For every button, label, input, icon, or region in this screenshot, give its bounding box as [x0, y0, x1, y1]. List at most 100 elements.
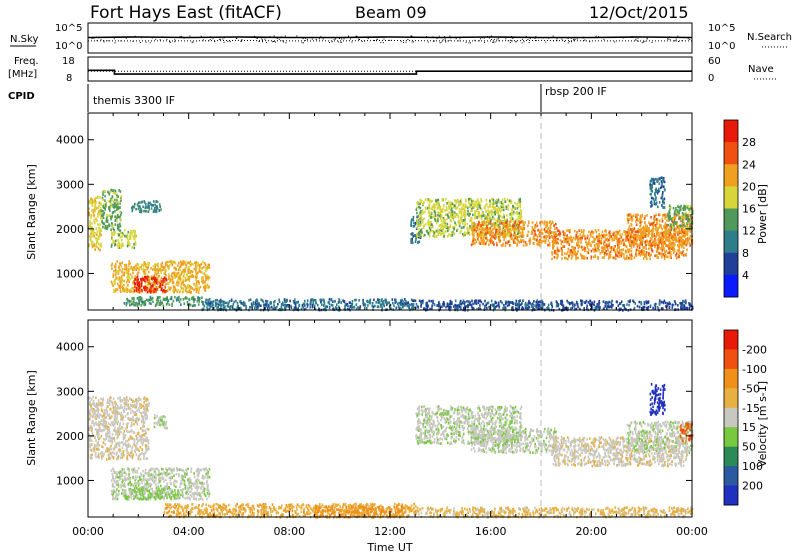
echo-cell — [201, 278, 203, 282]
noise-point — [389, 39, 391, 41]
echo-cell — [661, 182, 663, 185]
echo-cell — [182, 287, 185, 290]
echo-cell — [103, 222, 105, 225]
echo-cell — [123, 264, 126, 267]
echo-cell — [156, 273, 158, 276]
echo-cell — [616, 232, 619, 236]
echo-cell — [522, 224, 524, 227]
echo-cell — [263, 304, 265, 307]
echo-cell — [155, 286, 157, 289]
echo-cell — [603, 240, 606, 244]
echo-cell — [666, 219, 668, 222]
echo-cell — [540, 241, 543, 244]
noise-point — [584, 39, 586, 41]
echo-cell — [499, 230, 501, 234]
echo-cell — [119, 286, 122, 290]
echo-cell — [449, 225, 452, 229]
echo-cell — [186, 297, 188, 300]
echo-cell — [679, 216, 681, 220]
echo-cell — [659, 223, 661, 227]
echo-cell — [468, 202, 471, 206]
echo-cell — [152, 264, 155, 268]
echo-cell — [183, 261, 186, 264]
echo-cell — [490, 209, 492, 213]
echo-cell — [462, 219, 465, 222]
echo-cell — [485, 222, 487, 226]
echo-cell — [649, 223, 651, 227]
echo-cell — [497, 198, 500, 202]
echo-cell — [437, 213, 439, 217]
echo-cell — [590, 235, 592, 238]
echo-cell — [427, 210, 430, 213]
echo-cell — [650, 244, 652, 247]
echo-cell — [639, 217, 642, 220]
echo-cell — [533, 236, 535, 239]
echo-cell — [154, 206, 156, 210]
echo-cell — [591, 230, 593, 233]
echo-cell — [116, 219, 118, 223]
echo-cell — [521, 227, 524, 231]
echo-cell — [147, 283, 149, 287]
echo-cell — [673, 229, 675, 233]
beam-label: Beam 09 — [355, 3, 427, 22]
echo-cell — [416, 215, 418, 219]
echo-cell — [531, 221, 534, 224]
echo-cell — [585, 243, 588, 246]
echo-cell — [88, 207, 90, 210]
echo-cell — [562, 230, 564, 233]
noise-point — [103, 40, 105, 42]
echo-cell — [469, 212, 471, 216]
echo-cell — [642, 230, 644, 233]
echo-cell — [536, 299, 538, 302]
echo-cell — [476, 205, 479, 208]
echo-cell — [672, 242, 675, 245]
echo-cell — [258, 302, 260, 305]
noise-point — [450, 37, 452, 39]
echo-cell — [683, 242, 686, 245]
echo-cell — [677, 233, 679, 236]
echo-cell — [444, 230, 446, 233]
noise-point — [202, 39, 204, 41]
echo-cell — [657, 240, 660, 243]
echo-cell — [688, 225, 691, 229]
echo-cell — [488, 218, 490, 222]
echo-cell — [138, 290, 141, 294]
echo-cell — [179, 268, 181, 272]
echo-cell — [146, 290, 149, 294]
echo-cell — [662, 242, 665, 245]
echo-cell — [165, 278, 168, 282]
echo-cell — [123, 267, 126, 270]
echo-cell — [576, 237, 578, 240]
echo-cell — [453, 226, 455, 229]
echo-cell — [136, 266, 139, 270]
echo-cell — [636, 243, 639, 246]
echo-cell — [195, 280, 198, 284]
echo-cell — [644, 221, 646, 225]
echo-cell — [212, 306, 214, 310]
echo-cell — [440, 210, 443, 214]
echo-cell — [519, 214, 522, 218]
echo-cell — [502, 234, 505, 237]
echo-cell — [646, 257, 648, 261]
echo-cell — [303, 302, 306, 306]
echo-cell — [561, 257, 563, 260]
echo-cell — [670, 253, 672, 256]
echo-cell — [177, 283, 179, 287]
noise-point — [241, 40, 243, 42]
echo-cell — [437, 217, 439, 221]
echo-cell — [159, 268, 161, 271]
echo-cell — [623, 304, 625, 307]
echo-cell — [201, 300, 203, 303]
echo-cell — [193, 298, 195, 301]
echo-cell — [143, 261, 146, 264]
echo-cell — [584, 247, 586, 250]
echo-cell — [577, 235, 580, 238]
echo-cell — [536, 306, 538, 310]
echo-cell — [159, 303, 162, 307]
echo-cell — [646, 225, 648, 228]
echo-cell — [411, 239, 413, 242]
echo-cell — [535, 301, 537, 304]
echo-cell — [685, 232, 687, 236]
frequency-panel-frame — [87, 56, 693, 82]
echo-cell — [442, 231, 444, 234]
